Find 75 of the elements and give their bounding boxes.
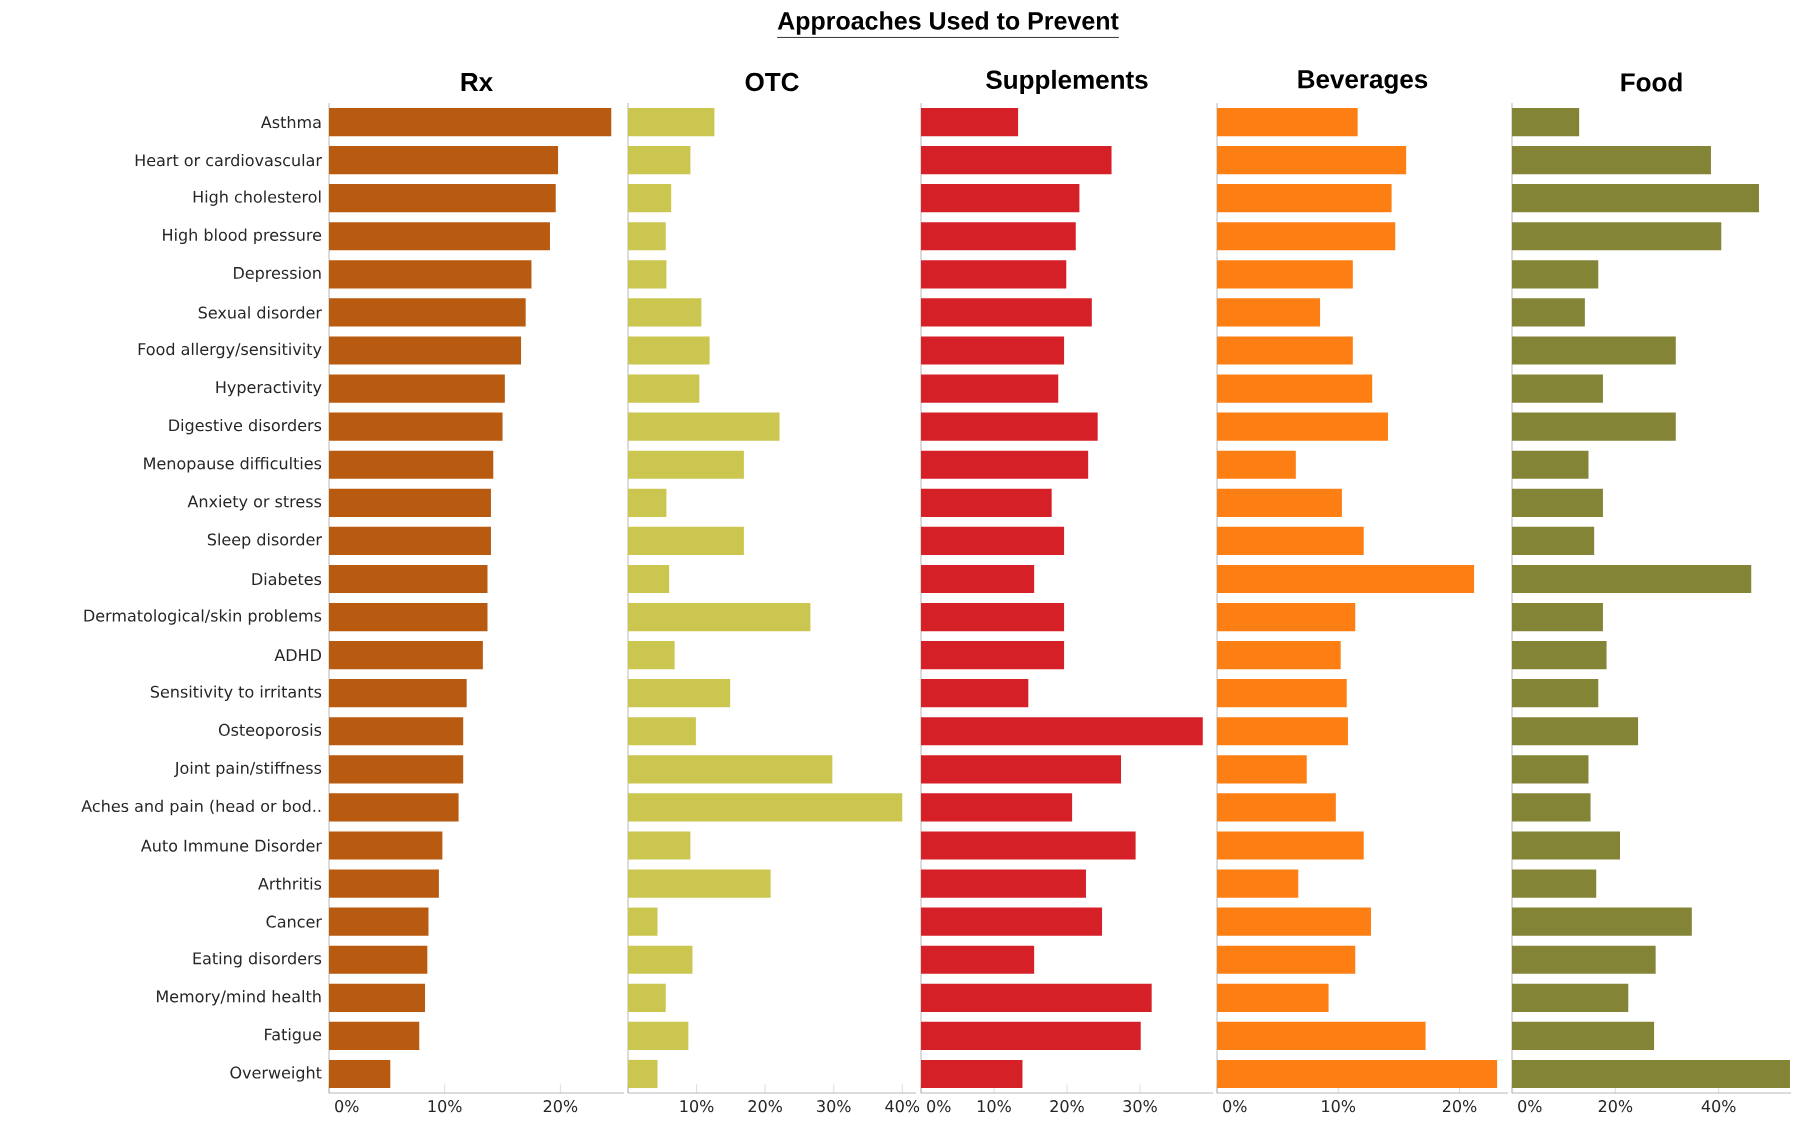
bar <box>628 450 744 479</box>
y-tick-label: Hyperactivity <box>216 380 322 397</box>
chart-subtitle: Supplements <box>986 69 1148 95</box>
bar <box>628 831 691 860</box>
bar <box>628 869 771 898</box>
bar <box>628 374 700 403</box>
bar <box>628 488 667 517</box>
x-tick-label: 0% <box>1518 1100 1542 1113</box>
x-tick-label: 30% <box>1123 1100 1157 1113</box>
x-tick-label: 40% <box>885 1100 920 1113</box>
chart-title: OTC <box>745 72 799 92</box>
bar <box>628 907 658 936</box>
bar <box>628 260 667 289</box>
y-tick-label: Eating disorders <box>193 952 322 968</box>
y-tick-label: Auto Immune Disorder <box>140 839 322 852</box>
y-tick-label: Asthma <box>260 115 321 129</box>
bar <box>628 564 670 594</box>
y-tick-label: Digestive disorders <box>169 418 322 435</box>
y-tick-label: Food allergy/sensitivity <box>138 342 322 359</box>
x-tick-label: 20% <box>748 1100 783 1113</box>
x-tick-label: 0% <box>927 1100 951 1113</box>
y-tick-label: Overweight <box>230 1066 322 1082</box>
y-tick-label: Fatigue <box>265 1028 322 1044</box>
y-tick-label: High cholesterol <box>193 190 321 206</box>
bar <box>628 1059 658 1089</box>
x-tick-label: 30% <box>817 1100 851 1113</box>
y-tick-label: Arthritis <box>258 877 322 890</box>
bar <box>628 679 731 708</box>
bar <box>628 184 672 213</box>
x-tick-label: 10% <box>977 1100 1011 1113</box>
y-tick-label: Joint pain/stiffness <box>173 761 322 778</box>
y-tick-label: Aches and pain (head or bod.. <box>81 799 321 816</box>
bar <box>628 945 693 974</box>
y-tick-label: Sleep disorder <box>207 533 322 549</box>
x-tick-label: 10% <box>680 1100 714 1113</box>
y-tick-label: Heart or cardiovascular <box>135 153 322 167</box>
y-tick-label: ADHD <box>274 649 321 661</box>
y-tick-label: Cancer <box>266 915 322 928</box>
x-tick-label: 40% <box>1701 1100 1736 1113</box>
y-tick-label: Menopause difficulties <box>144 457 322 473</box>
x-tick-label: 10% <box>428 1100 462 1113</box>
y-tick-label: Sensitivity to irritants <box>150 685 322 701</box>
bar <box>628 602 811 632</box>
y-tick-label: Anxiety or stress <box>187 495 322 511</box>
bar <box>628 793 903 822</box>
x-tick-label: 20% <box>1442 1100 1477 1113</box>
chart-title: Approaches Used to Prevent <box>777 11 1119 35</box>
chart-title: Beverages <box>1298 70 1428 94</box>
bar <box>628 755 833 784</box>
chart-title: Food <box>1621 72 1682 92</box>
bar <box>628 983 666 1012</box>
bar <box>628 717 696 746</box>
x-tick-label: 20% <box>1050 1100 1084 1113</box>
x-tick-label: 10% <box>1322 1100 1356 1113</box>
x-tick-label: 20% <box>1598 1100 1633 1113</box>
y-tick-label: Depression <box>234 266 321 283</box>
bar <box>628 222 666 251</box>
chart-title: Rx <box>461 73 493 91</box>
bar <box>628 1021 689 1050</box>
y-tick-label: Sexual disorder <box>198 306 322 319</box>
bar <box>628 107 715 137</box>
y-tick-label: Memory/mind health <box>156 990 321 1006</box>
y-tick-label: High blood pressure <box>163 228 322 245</box>
bar <box>628 146 691 175</box>
x-tick-label: 0% <box>1223 1100 1247 1113</box>
y-tick-label: Diabetes <box>252 572 322 586</box>
bar <box>628 641 675 670</box>
bar <box>628 298 702 327</box>
bar <box>628 526 744 555</box>
bar <box>628 412 780 441</box>
y-tick-label: Osteoporosis <box>218 723 322 740</box>
y-tick-label: Dermatological/skin problems <box>84 609 322 625</box>
x-tick-label: 20% <box>543 1100 578 1113</box>
bar <box>628 336 710 365</box>
x-tick-label: 0% <box>335 1100 359 1113</box>
